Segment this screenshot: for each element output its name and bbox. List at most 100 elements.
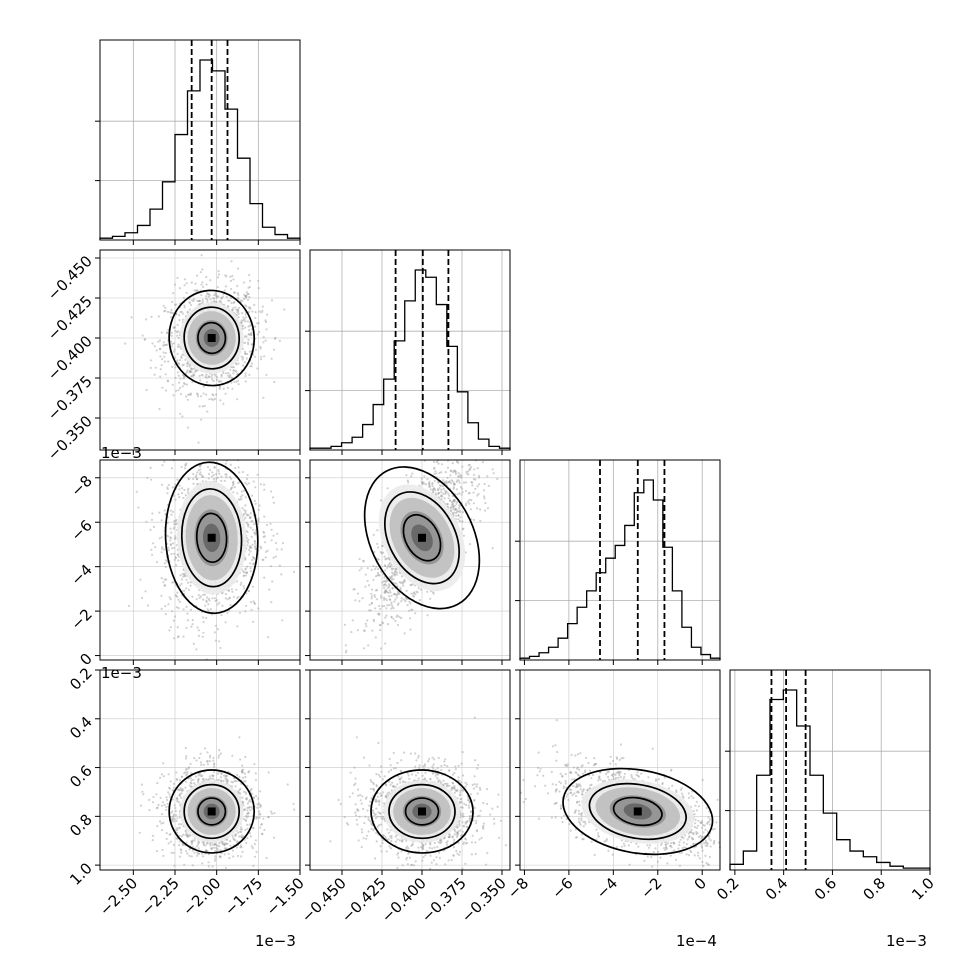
sample-point bbox=[257, 508, 260, 511]
sample-point bbox=[205, 275, 208, 279]
sample-point bbox=[202, 285, 205, 289]
sample-point bbox=[244, 496, 247, 499]
sample-point bbox=[206, 298, 209, 301]
sample-point bbox=[234, 369, 237, 372]
sample-point bbox=[249, 567, 252, 570]
sample-point bbox=[411, 608, 414, 612]
sample-point bbox=[242, 768, 245, 771]
sample-point bbox=[483, 482, 486, 486]
sample-point bbox=[205, 376, 208, 379]
sample-point bbox=[179, 412, 182, 415]
sample-point bbox=[245, 335, 248, 338]
sample-point bbox=[210, 475, 213, 478]
sample-point bbox=[169, 311, 172, 314]
sample-point bbox=[178, 359, 181, 362]
sample-point bbox=[124, 342, 127, 345]
sample-point bbox=[249, 512, 252, 515]
sample-point bbox=[188, 301, 191, 304]
sample-point bbox=[263, 488, 266, 491]
sample-point bbox=[280, 573, 283, 576]
sample-point bbox=[242, 489, 246, 492]
sample-point bbox=[191, 367, 194, 371]
sample-point bbox=[450, 479, 453, 482]
sample-point bbox=[272, 501, 275, 504]
sample-point bbox=[262, 341, 265, 344]
sample-point bbox=[446, 476, 449, 479]
sample-point bbox=[232, 372, 235, 375]
sample-point bbox=[263, 828, 266, 832]
sample-point bbox=[418, 599, 421, 602]
sample-point bbox=[177, 598, 180, 601]
sample-point bbox=[445, 480, 448, 483]
sample-point bbox=[163, 360, 166, 363]
sample-point bbox=[257, 279, 260, 282]
sample-point bbox=[185, 605, 188, 609]
sample-point bbox=[220, 479, 223, 482]
sample-point bbox=[191, 623, 194, 626]
sample-point bbox=[179, 584, 182, 587]
sample-point bbox=[231, 849, 234, 852]
sample-point bbox=[196, 395, 200, 398]
sample-point bbox=[423, 475, 426, 478]
sample-point bbox=[491, 468, 494, 471]
sample-point bbox=[452, 486, 455, 489]
sample-point bbox=[366, 567, 369, 570]
sample-point bbox=[234, 785, 237, 788]
sample-point bbox=[211, 597, 214, 600]
sample-point bbox=[201, 405, 204, 408]
sample-point bbox=[244, 380, 247, 383]
sample-point bbox=[170, 308, 173, 312]
sample-point bbox=[218, 601, 221, 605]
sample-point bbox=[243, 297, 246, 301]
sample-point bbox=[468, 468, 471, 471]
sample-point bbox=[417, 587, 420, 590]
sample-point bbox=[206, 751, 209, 754]
sample-point bbox=[197, 594, 200, 597]
sample-point bbox=[238, 611, 242, 614]
sample-point bbox=[434, 470, 437, 473]
sample-point bbox=[249, 333, 252, 336]
sample-point bbox=[204, 747, 207, 750]
sample-point bbox=[213, 397, 217, 400]
sample-point bbox=[222, 293, 225, 296]
sample-point bbox=[444, 471, 447, 474]
sample-point bbox=[177, 389, 180, 392]
sample-point bbox=[470, 499, 473, 502]
sample-point bbox=[431, 591, 435, 594]
sample-point bbox=[293, 808, 296, 811]
sample-point bbox=[194, 475, 197, 478]
sample-point bbox=[251, 528, 254, 531]
sample-point bbox=[386, 557, 389, 560]
sample-point bbox=[274, 542, 277, 545]
sample-point bbox=[214, 292, 217, 295]
sample-point bbox=[147, 604, 150, 607]
sample-point bbox=[200, 418, 203, 421]
sample-point bbox=[376, 529, 379, 532]
sample-point bbox=[211, 393, 214, 396]
sample-point bbox=[252, 797, 256, 800]
sample-point bbox=[247, 333, 250, 336]
sample-point bbox=[442, 479, 445, 482]
sample-point bbox=[393, 592, 396, 596]
sample-point bbox=[185, 282, 188, 285]
sample-point bbox=[232, 491, 235, 494]
sample-point bbox=[245, 841, 248, 845]
sample-point bbox=[200, 373, 203, 376]
sample-point bbox=[481, 461, 484, 464]
sample-point bbox=[155, 349, 158, 352]
sample-point bbox=[472, 491, 475, 494]
sample-point bbox=[283, 308, 286, 311]
sample-point bbox=[230, 487, 233, 490]
sample-point bbox=[186, 489, 190, 492]
sample-point bbox=[213, 597, 216, 600]
sample-point bbox=[163, 578, 166, 581]
sample-point bbox=[220, 375, 223, 378]
sample-point bbox=[265, 328, 268, 331]
sample-point bbox=[170, 331, 173, 334]
sample-point bbox=[258, 504, 261, 507]
sample-point bbox=[165, 343, 169, 346]
sample-point bbox=[366, 619, 369, 622]
sample-point bbox=[269, 565, 272, 568]
sample-point bbox=[172, 786, 175, 789]
sample-point bbox=[175, 819, 178, 823]
